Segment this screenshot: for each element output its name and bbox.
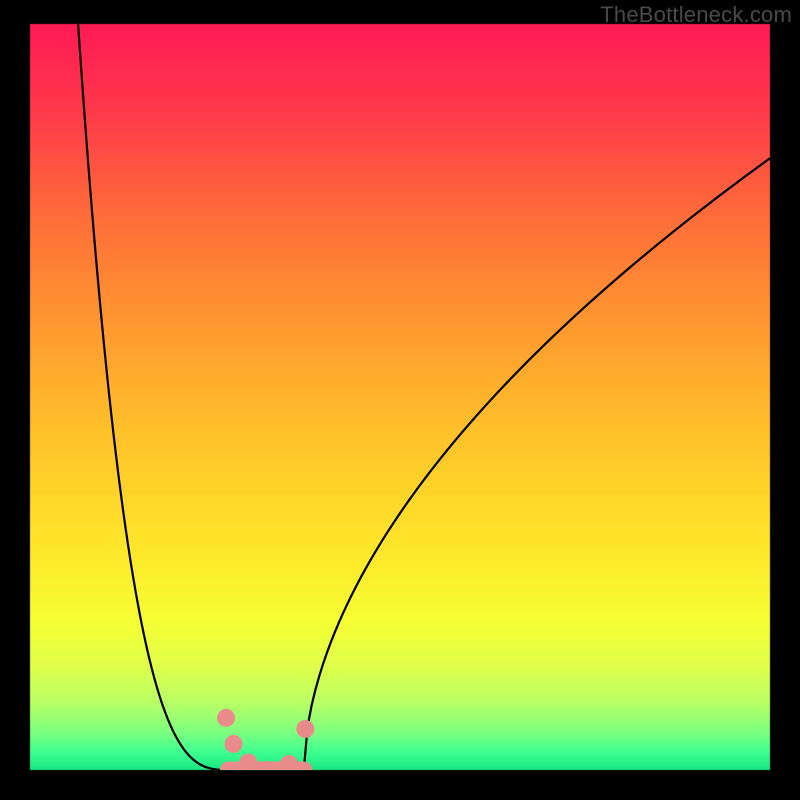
plot-svg — [0, 0, 800, 800]
marker-point — [258, 761, 276, 779]
bottleneck-curve — [78, 24, 770, 770]
marker-point — [239, 754, 257, 772]
marker-point — [280, 755, 298, 773]
marker-point — [225, 735, 243, 753]
chart-container: TheBottleneck.com — [0, 0, 800, 800]
marker-point — [217, 709, 235, 727]
marker-point — [296, 720, 314, 738]
